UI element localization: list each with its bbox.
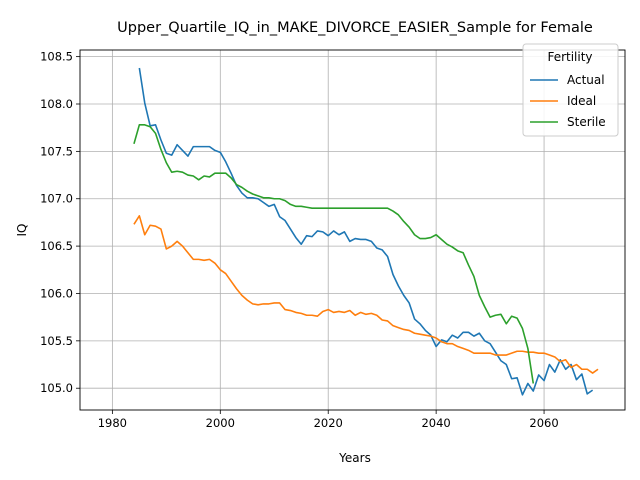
series-line-sterile xyxy=(133,124,535,384)
y-tick-label: 108.0 xyxy=(40,97,73,111)
legend-label-actual: Actual xyxy=(567,73,605,87)
series-line-ideal xyxy=(133,214,599,374)
x-axis: 1980 2000 2020 2040 2060 xyxy=(98,410,559,430)
legend-label-ideal: Ideal xyxy=(567,94,596,108)
y-tick-label: 105.0 xyxy=(40,381,73,395)
y-tick-label: 105.5 xyxy=(40,334,73,348)
legend-title: Fertility xyxy=(547,50,592,64)
legend-box xyxy=(522,43,619,137)
x-axis-label: Years xyxy=(338,451,371,465)
x-tick-label: 1980 xyxy=(98,416,127,430)
y-tick-label: 108.5 xyxy=(40,50,73,64)
plot-frame xyxy=(79,49,626,411)
x-tick-label: 2040 xyxy=(421,416,450,430)
series-line-actual xyxy=(138,67,594,396)
series-layer xyxy=(133,67,599,396)
y-tick-label: 107.0 xyxy=(40,192,73,206)
y-axis-label: IQ xyxy=(15,224,29,237)
chart-title: Upper_Quartile_IQ_in_MAKE_DIVORCE_EASIER… xyxy=(117,20,593,36)
legend-label-sterile: Sterile xyxy=(567,115,606,129)
y-axis: 105.0 105.5 106.0 106.5 107.0 107.5 108.0 108.5 xyxy=(40,50,80,395)
y-tick-label: 106.5 xyxy=(40,239,73,253)
x-tick-label: 2000 xyxy=(206,416,235,430)
y-tick-label: 106.0 xyxy=(40,286,73,300)
legend: Fertility Actual Ideal Sterile xyxy=(522,43,619,137)
y-tick-label: 107.5 xyxy=(40,144,73,158)
x-tick-label: 2060 xyxy=(529,416,558,430)
x-tick-label: 2020 xyxy=(314,416,343,430)
